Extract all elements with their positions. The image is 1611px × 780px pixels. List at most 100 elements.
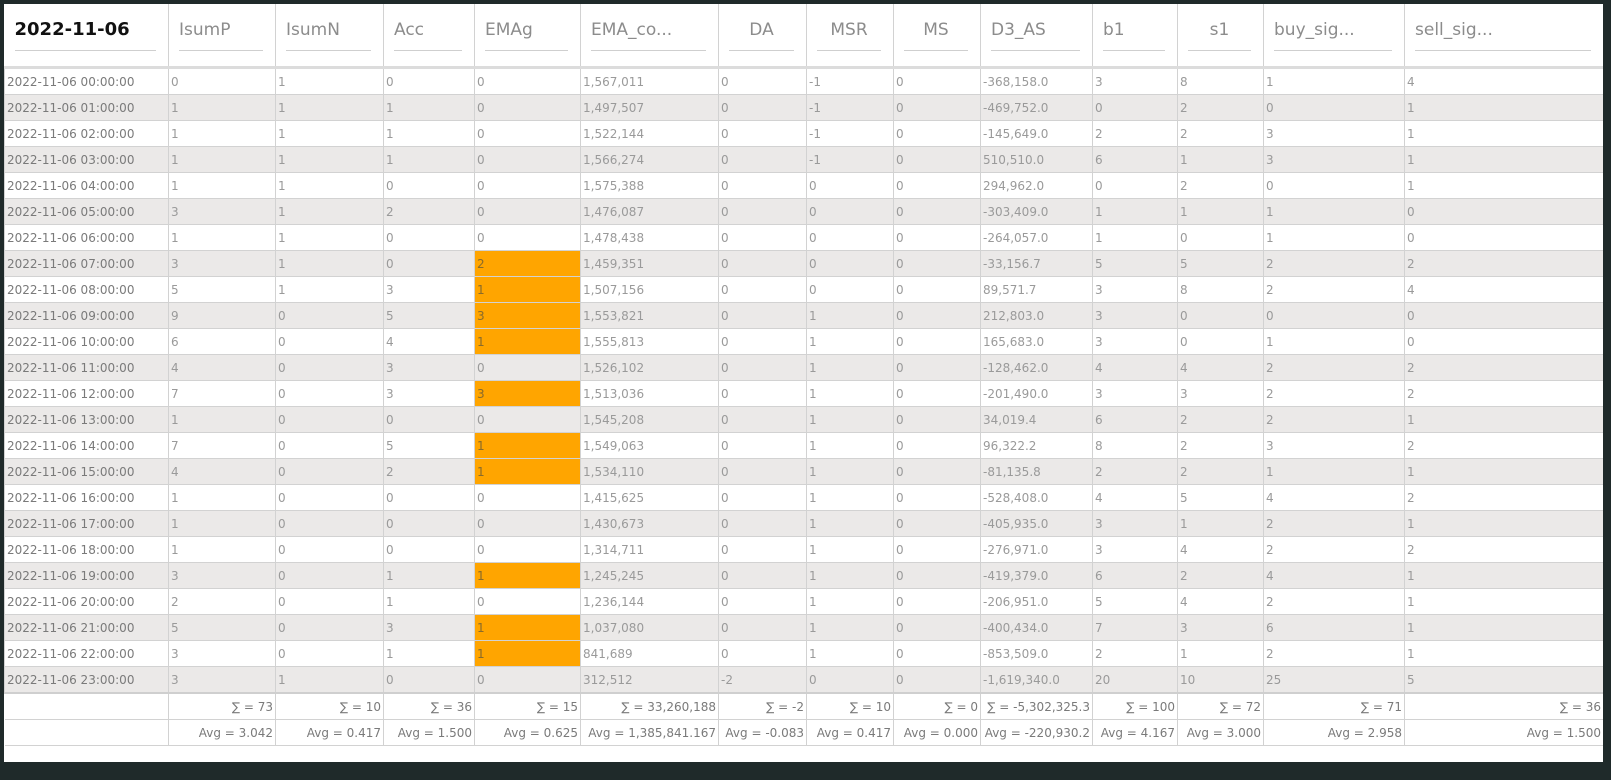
sum-cell: ∑ = 73 [168,692,276,720]
data-cell: 3 [383,614,475,641]
data-cell: 0 [275,510,384,537]
sum-cell: ∑ = 72 [1177,692,1264,720]
data-cell: 1,478,438 [580,224,719,251]
avg-cell: Avg = 1.500 [383,719,475,746]
data-cell: 3 [1177,380,1264,407]
data-cell: 2 [1092,458,1178,485]
column-header-label: DA [729,20,794,51]
column-header-msr[interactable]: MSR [806,4,894,69]
data-cell: 1 [806,328,894,355]
timestamp-cell: 2022-11-06 17:00:00 [4,510,169,537]
timestamp-cell: 2022-11-06 12:00:00 [4,380,169,407]
table-row[interactable]: 2022-11-06 15:00:00 4 0 2 1 1,534,110 0 1 0 -81,1… [4,458,1603,485]
column-header-sell-sig[interactable]: sell_sig... [1404,4,1603,69]
data-cell: 0 [383,67,475,95]
data-cell: 0 [474,120,581,147]
column-header-acc[interactable]: Acc [383,4,475,69]
data-cell: 0 [718,484,807,511]
table-row[interactable]: 2022-11-06 10:00:00 6 0 4 1 1,555,813 0 1 0 165,6… [4,328,1603,355]
table-row[interactable]: 2022-11-06 00:00:00 0 1 0 0 1,567,011 0 -1 0 -368… [4,67,1603,95]
data-cell: 1 [1177,198,1264,225]
table-row[interactable]: 2022-11-06 23:00:00 3 1 0 0 312,512 -2 0 0 -1,619… [4,666,1603,694]
column-header-buy-sig[interactable]: buy_sig... [1263,4,1405,69]
column-header-b1[interactable]: b1 [1092,4,1178,69]
data-cell: 2 [474,250,581,277]
data-cell: 0 [893,328,981,355]
data-cell: 0 [383,484,475,511]
table-row[interactable]: 2022-11-06 22:00:00 3 0 1 1 841,689 0 1 0 -853,50… [4,640,1603,667]
column-header-emag[interactable]: EMAg [474,4,581,69]
column-header-isumn[interactable]: IsumN [275,4,384,69]
table-row[interactable]: 2022-11-06 01:00:00 1 1 1 0 1,497,507 0 -1 0 -469… [4,94,1603,121]
table-row[interactable]: 2022-11-06 21:00:00 5 0 3 1 1,037,080 0 1 0 -400,… [4,614,1603,641]
data-cell: 1 [1404,94,1603,121]
table-row[interactable]: 2022-11-06 16:00:00 1 0 0 0 1,415,625 0 1 0 -528,… [4,484,1603,511]
data-cell: 4 [1177,536,1264,563]
table-row[interactable]: 2022-11-06 08:00:00 5 1 3 1 1,507,156 0 0 0 89,57… [4,276,1603,303]
data-cell: 1 [275,172,384,199]
table-row[interactable]: 2022-11-06 03:00:00 1 1 1 0 1,566,274 0 -1 0 510,… [4,146,1603,173]
data-cell: -469,752.0 [980,94,1093,121]
data-cell: 0 [383,250,475,277]
data-cell: 0 [893,510,981,537]
avg-cell: Avg = 0.625 [474,719,581,746]
data-cell: 0 [275,432,384,459]
data-cell: 1,553,821 [580,302,719,329]
table-row[interactable]: 2022-11-06 14:00:00 7 0 5 1 1,549,063 0 1 0 96,32… [4,432,1603,459]
data-cell: 1,567,011 [580,67,719,95]
table-row[interactable]: 2022-11-06 05:00:00 3 1 2 0 1,476,087 0 0 0 -303,… [4,198,1603,225]
data-cell: 1,245,245 [580,562,719,589]
table-row[interactable]: 2022-11-06 11:00:00 4 0 3 0 1,526,102 0 1 0 -128,… [4,354,1603,381]
data-cell: 1 [806,432,894,459]
data-cell: 5 [1177,250,1264,277]
table-row[interactable]: 2022-11-06 07:00:00 3 1 0 2 1,459,351 0 0 0 -33,1… [4,250,1603,277]
column-header-ms[interactable]: MS [893,4,981,69]
data-cell: 3 [383,276,475,303]
data-cell: 10 [1177,666,1264,694]
table-row[interactable]: 2022-11-06 13:00:00 1 0 0 0 1,545,208 0 1 0 34,01… [4,406,1603,433]
table-row[interactable]: 2022-11-06 18:00:00 1 0 0 0 1,314,711 0 1 0 -276,… [4,536,1603,563]
avg-row: Avg = 3.042 Avg = 0.417 Avg = 1.500 Avg … [4,719,1603,746]
sum-cell: ∑ = 33,260,188 [580,692,719,720]
column-header-isump[interactable]: IsumP [168,4,276,69]
table-row[interactable]: 2022-11-06 20:00:00 2 0 1 0 1,236,144 0 1 0 -206,… [4,588,1603,615]
data-cell: 0 [893,224,981,251]
column-header-ema-co[interactable]: EMA_co... [580,4,719,69]
data-cell: 294,962.0 [980,172,1093,199]
table-row[interactable]: 2022-11-06 17:00:00 1 0 0 0 1,430,673 0 1 0 -405,… [4,510,1603,537]
sum-cell: ∑ = 100 [1092,692,1178,720]
data-cell: 1 [1263,458,1405,485]
timestamp-cell: 2022-11-06 14:00:00 [4,432,169,459]
data-cell: 1 [806,536,894,563]
data-cell: 1 [1404,562,1603,589]
data-cell: 1 [275,666,384,694]
table-row[interactable]: 2022-11-06 19:00:00 3 0 1 1 1,245,245 0 1 0 -419,… [4,562,1603,589]
table-row[interactable]: 2022-11-06 09:00:00 9 0 5 3 1,553,821 0 1 0 212,8… [4,302,1603,329]
column-header-d3-as[interactable]: D3_AS [980,4,1093,69]
data-cell: 841,689 [580,640,719,667]
data-cell: 1 [1263,328,1405,355]
data-cell: 0 [474,67,581,95]
table-row[interactable]: 2022-11-06 06:00:00 1 1 0 0 1,478,438 0 0 0 -264,… [4,224,1603,251]
data-cell: 1 [1404,510,1603,537]
column-header-s1[interactable]: s1 [1177,4,1264,69]
column-header-da[interactable]: DA [718,4,807,69]
data-cell: 2 [383,198,475,225]
data-cell: 1 [1404,120,1603,147]
data-cell: 3 [168,562,276,589]
sum-row: ∑ = 73 ∑ = 10 ∑ = 36 ∑ = 15 ∑ = 33,260,1… [4,692,1603,720]
data-cell: 1 [474,276,581,303]
sum-cell: ∑ = 36 [383,692,475,720]
table-row[interactable]: 2022-11-06 04:00:00 1 1 0 0 1,575,388 0 0 0 294,9… [4,172,1603,199]
table-row[interactable]: 2022-11-06 02:00:00 1 1 1 0 1,522,144 0 -1 0 -145… [4,120,1603,147]
data-cell: 1 [383,588,475,615]
data-cell: 1 [1263,67,1405,95]
data-cell: 1 [474,432,581,459]
column-header-date[interactable]: 2022-11-06 [4,4,169,69]
data-cell: 6 [1263,614,1405,641]
table-row[interactable]: 2022-11-06 12:00:00 7 0 3 3 1,513,036 0 1 0 -201,… [4,380,1603,407]
data-cell: 0 [275,458,384,485]
data-cell: 2 [1263,406,1405,433]
data-cell: 0 [275,328,384,355]
data-cell: 0 [893,458,981,485]
